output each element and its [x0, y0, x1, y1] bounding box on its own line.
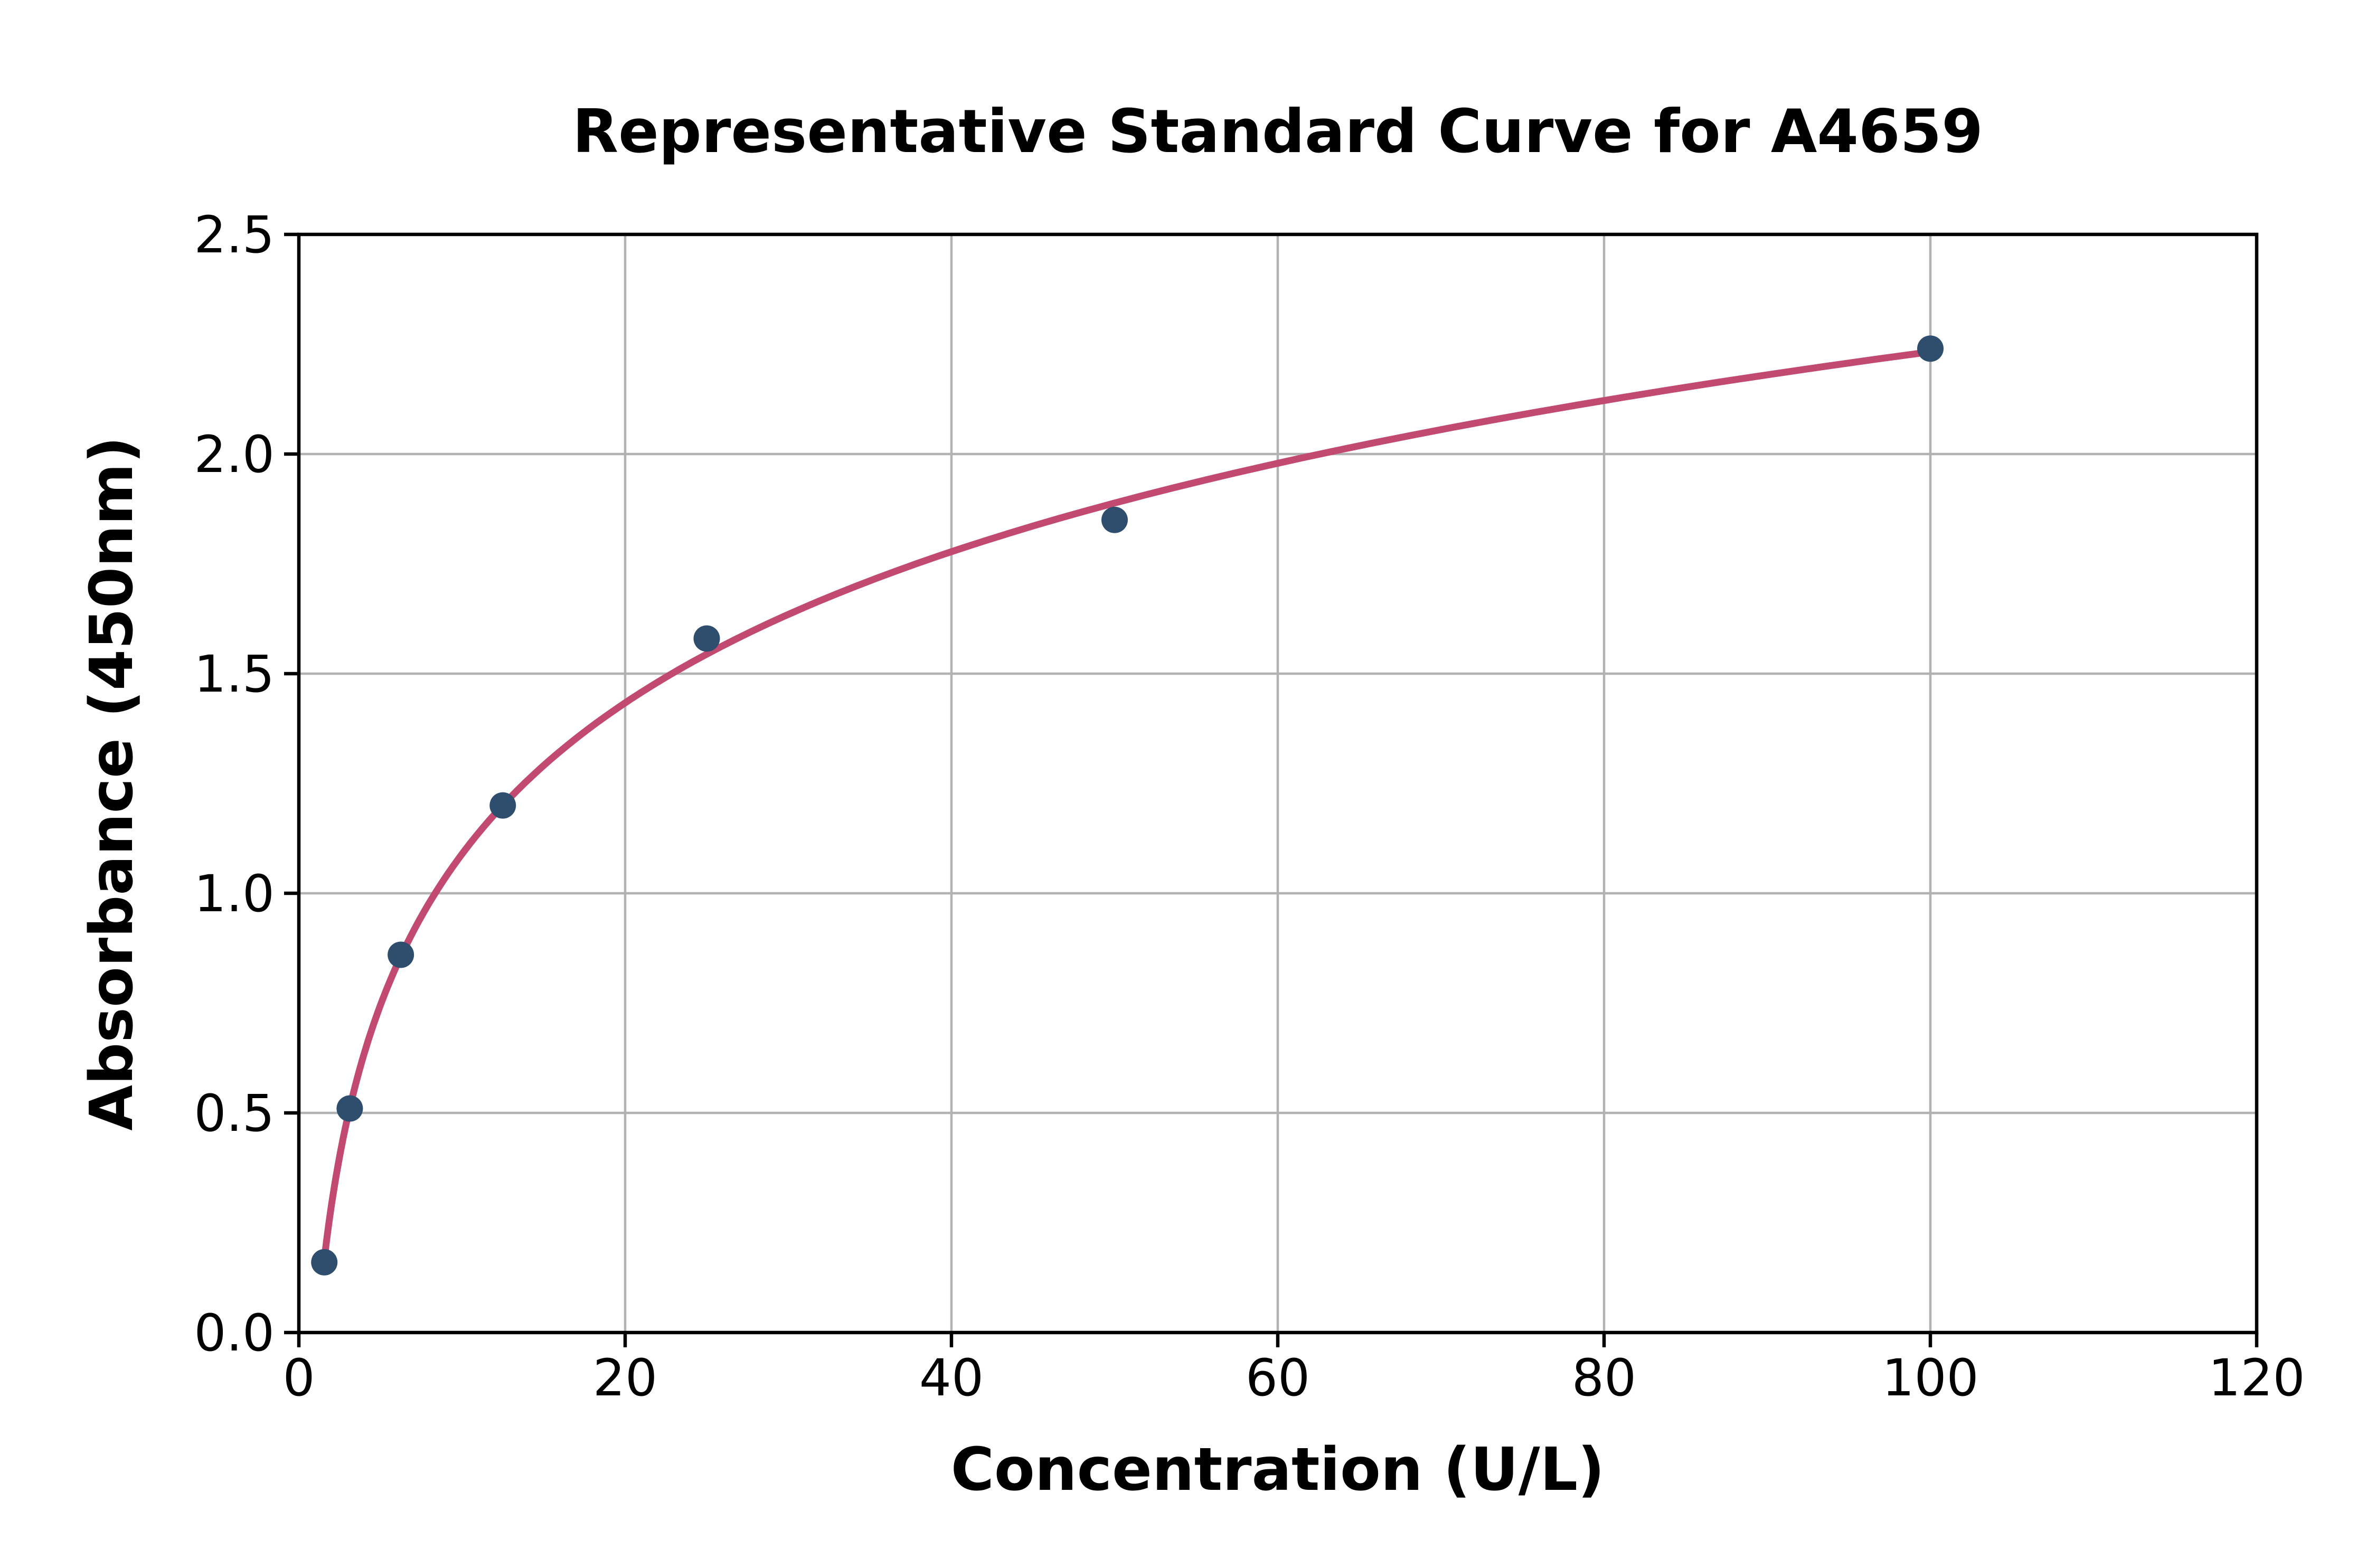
y-tick-label: 0.0 [194, 1303, 275, 1363]
data-point [693, 625, 720, 652]
x-tick-label: 20 [593, 1348, 657, 1408]
fit-curve [320, 348, 1934, 1263]
x-tick-label: 80 [1572, 1348, 1636, 1408]
x-tick-label: 0 [282, 1348, 315, 1408]
data-point [1101, 506, 1128, 533]
data-point [311, 1249, 338, 1276]
y-axis-label: Absorbance (450nm) [78, 436, 146, 1130]
data-point [489, 792, 516, 819]
y-tick-label: 1.5 [194, 645, 275, 704]
plot-area: 0 20 40 60 80 100 120 0.0 0.5 1.0 1.5 2.0 2.5 [194, 205, 2305, 1408]
chart-title: Representative Standard Curve for A4659 [572, 97, 1983, 166]
x-axis-label: Concentration (U/L) [951, 1435, 1605, 1504]
x-tick-label: 60 [1246, 1348, 1310, 1408]
data-point [1917, 335, 1944, 362]
y-tick-label: 2.5 [194, 205, 275, 265]
x-tick-label: 100 [1882, 1348, 1978, 1408]
data-point [388, 941, 414, 968]
y-tick-label: 0.5 [194, 1084, 275, 1143]
y-tick-label: 2.0 [194, 425, 275, 484]
data-point [336, 1095, 363, 1122]
y-tick-label: 1.0 [194, 864, 275, 923]
x-tick-label: 120 [2208, 1348, 2305, 1408]
x-tick-label: 40 [919, 1348, 984, 1408]
